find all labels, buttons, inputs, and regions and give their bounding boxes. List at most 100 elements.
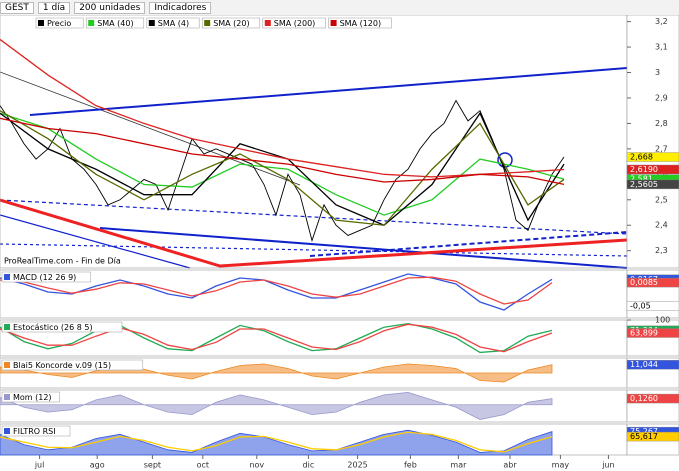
x-tick-label: may (552, 461, 570, 470)
price-marker-label: 2,6190 (630, 165, 658, 174)
legend-box (85, 17, 145, 29)
price-marker-label: -0,05 (630, 302, 651, 311)
y-tick-label: 2,7 (655, 144, 668, 153)
panel-title: Mom (12) (13, 393, 52, 402)
price-marker-label: 2,581 (630, 175, 653, 184)
panel-title-box (1, 391, 60, 403)
legend-box (328, 17, 392, 29)
line (0, 276, 553, 305)
price-marker-label: 63,899 (630, 328, 658, 337)
panel-icon (4, 394, 10, 400)
y-tick-label: 2,8 (655, 119, 668, 128)
y-tick-label: 2,3 (655, 246, 668, 255)
price-marker-label: 0,0085 (630, 278, 658, 287)
line (0, 117, 565, 186)
panel-icon (4, 362, 10, 368)
price-marker (626, 179, 679, 190)
price-marker (626, 152, 679, 162)
y-tick-label: 2,6 (655, 170, 668, 179)
panel-title: MACD (12 26 9) (13, 273, 76, 282)
line (0, 322, 553, 354)
x-tick-label: oct (197, 461, 209, 470)
legend-swatch (38, 20, 44, 26)
price-marker (626, 431, 679, 442)
indicators[interactable]: Indicadores (149, 1, 212, 14)
y-tick-label: 100 (655, 316, 670, 325)
trend-line (0, 214, 191, 269)
trend-line (0, 71, 301, 186)
line (0, 273, 553, 311)
price-marker (626, 164, 679, 175)
line (0, 431, 553, 453)
x-tick-label: jun (601, 461, 614, 470)
units[interactable]: 200 unidades (74, 1, 146, 14)
price-marker (626, 360, 679, 370)
x-tick-label: feb (404, 461, 417, 470)
panel-title: Blai5 Koncorde v.09 (15) (13, 361, 111, 370)
legend-box (262, 17, 326, 29)
x-tick-label: 2025 (347, 461, 367, 470)
panel-title-box (1, 321, 123, 333)
legend-label: SMA (20) (213, 19, 249, 28)
legend-label: Precio (47, 19, 71, 28)
x-tick-label: sept (144, 461, 161, 470)
price-marker-label: 0,1260 (630, 394, 658, 403)
y-tick-label: 3,2 (655, 17, 668, 26)
panel-title-box (1, 271, 92, 283)
legend-swatch (148, 20, 155, 26)
x-tick-label: ago (90, 461, 105, 470)
panel-icon (4, 274, 10, 280)
trend-line (0, 198, 628, 268)
price-marker (626, 328, 679, 338)
price-marker (626, 277, 679, 288)
area (0, 392, 553, 420)
line (0, 110, 565, 226)
panel-title-box (1, 425, 71, 437)
legend-swatch (330, 20, 337, 26)
price-marker-label: 2,5605 (630, 180, 658, 189)
toolbar: GEST 1 día 200 unidades Indicadores (0, 0, 679, 15)
legend-label: SMA (120) (340, 19, 382, 28)
period[interactable]: 1 día (37, 1, 71, 14)
y-tick-label: 2,4 (655, 221, 668, 230)
trend-line (99, 227, 628, 269)
line (0, 99, 565, 243)
panel-icon (4, 324, 10, 330)
x-tick-label: jul (34, 461, 45, 470)
price-marker-label: 65,617 (630, 432, 658, 441)
line (0, 38, 565, 178)
axis-strip (626, 14, 679, 269)
x-tick-label: mar (450, 461, 467, 470)
trend-line (309, 231, 628, 257)
legend-swatch (264, 20, 271, 26)
legend-box (201, 17, 261, 29)
legend-box (35, 17, 84, 29)
legend-label: SMA (200) (274, 19, 316, 28)
trend-line (29, 67, 628, 116)
price-marker-label: 2,668 (630, 153, 653, 162)
line (0, 323, 553, 353)
x-tick-label: dic (303, 461, 315, 470)
price-marker-label: 11,044 (630, 360, 658, 369)
panel-title: Estocástico (26 8 5) (13, 323, 93, 332)
legend-swatch (204, 20, 211, 26)
y-tick-label: 3,1 (655, 43, 668, 52)
legend-label: SMA (4) (158, 19, 189, 28)
panel-title-box (1, 359, 144, 371)
legend-box (146, 17, 200, 29)
panel-icon (4, 428, 10, 434)
y-tick-label: 3 (655, 68, 660, 77)
x-tick-label: nov (249, 461, 264, 470)
symbol[interactable]: GEST (0, 1, 34, 14)
panel-frame (0, 14, 628, 269)
panel-title: FILTRO RSI (13, 427, 56, 436)
watermark: ProRealTime.com - Fin de Día (4, 257, 121, 266)
legend-label: SMA (40) (97, 19, 133, 28)
price-marker (626, 393, 679, 404)
trend-line (0, 243, 628, 257)
price-marker (626, 301, 679, 311)
x-tick-label: abr (503, 461, 517, 470)
y-tick-label: 2,9 (655, 93, 668, 102)
